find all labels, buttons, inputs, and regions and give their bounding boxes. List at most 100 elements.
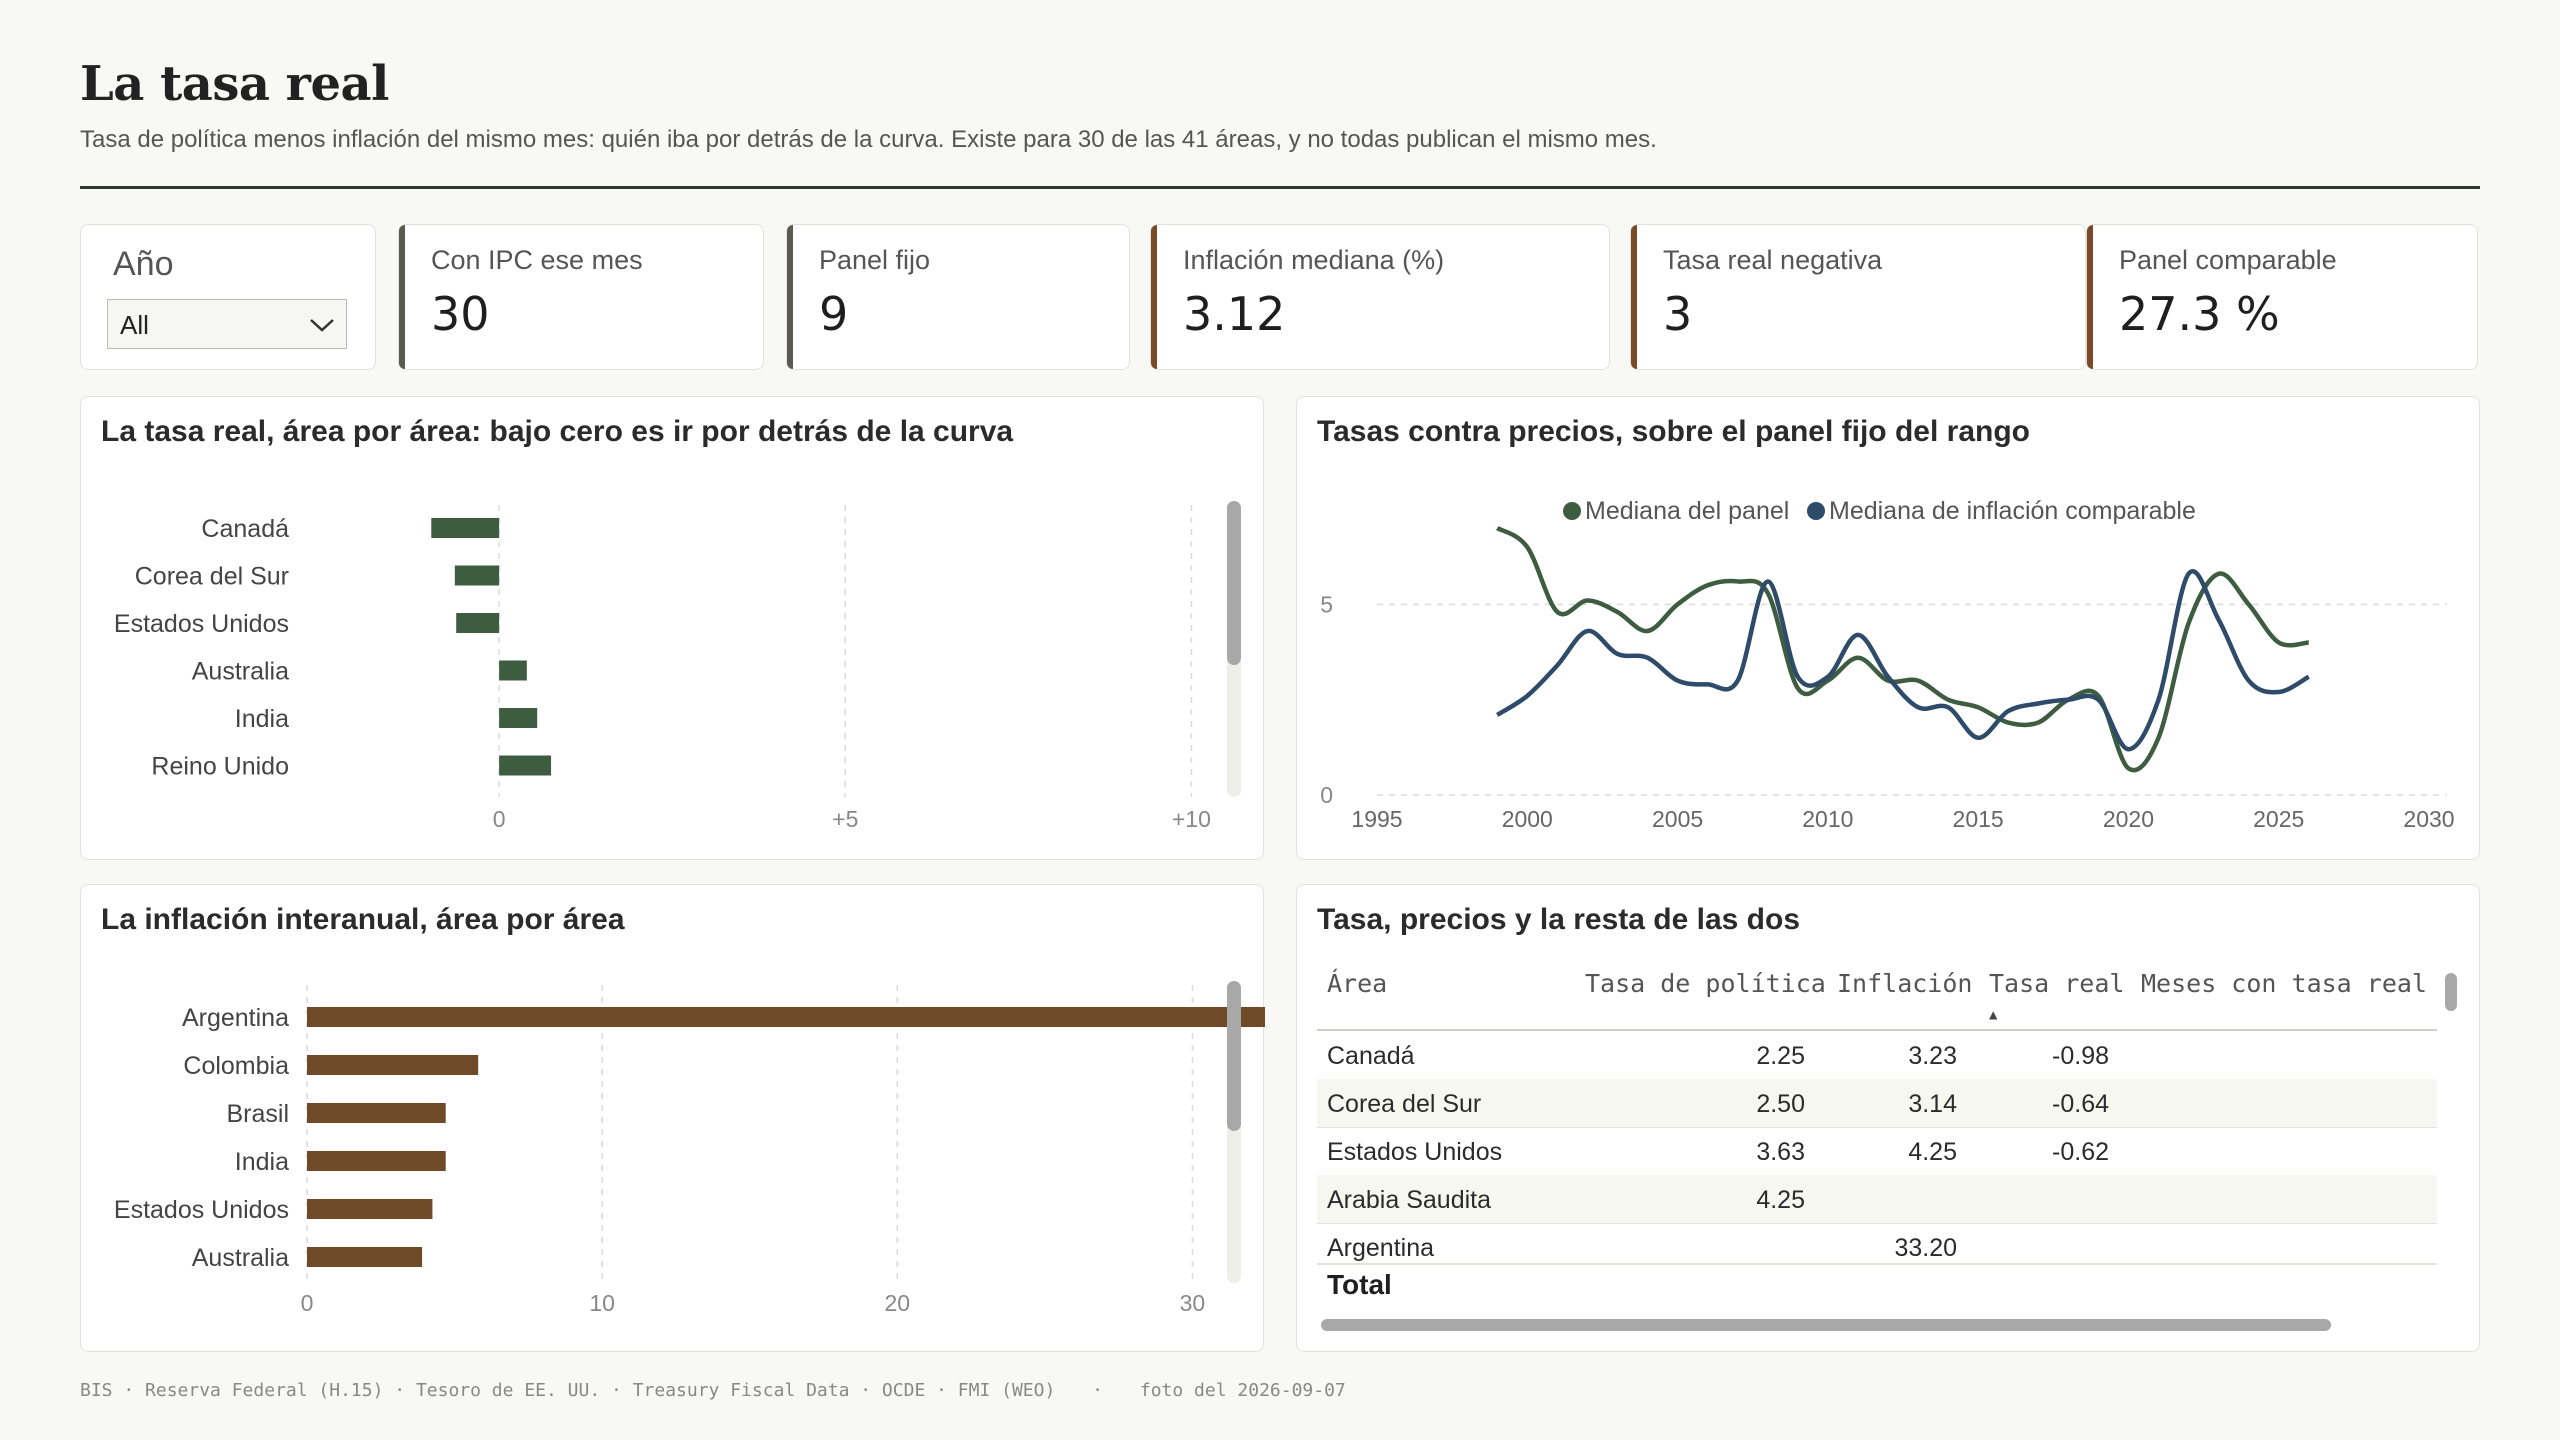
x-tick-label: 2000 <box>1502 806 1553 832</box>
kpi-accent <box>1631 225 1637 369</box>
series-line <box>1496 526 2310 773</box>
rates-vs-prices-chart: 0 5 1995 2000 2005 2010 2015 2020 2025 2030 Median… <box>1320 497 2454 832</box>
x-tick-label: 30 <box>1180 1290 1206 1316</box>
bar <box>307 1103 446 1123</box>
legend-label: Mediana de inflación comparable <box>1829 497 2196 525</box>
kpi-accent <box>2087 225 2093 369</box>
x-tick-label: 20 <box>884 1290 910 1316</box>
table-row[interactable]: Arabia Saudita 4.25 <box>1317 1175 2437 1224</box>
year-filter-card: Año All <box>80 224 376 370</box>
scrollbar-thumb[interactable] <box>1227 501 1241 665</box>
rates-table-panel: Tasa, precios y la resta de las dos Área… <box>1296 884 2480 1352</box>
cell-area: Estados Unidos <box>1327 1138 1503 1166</box>
kpi-accent <box>399 225 405 369</box>
kpi-label: Panel comparable <box>2119 245 2337 275</box>
category-label: Australia <box>192 658 289 686</box>
sort-ascending-icon: ▲ <box>1989 1007 1998 1023</box>
category-label: Estados Unidos <box>114 1196 289 1224</box>
cell-area: Canadá <box>1327 1042 1415 1070</box>
bar <box>499 755 552 776</box>
cell-policy-rate: 3.63 <box>1756 1138 1805 1166</box>
header-divider <box>80 186 2480 189</box>
cell-inflation: 33.20 <box>1894 1234 1957 1262</box>
kpi-label: Con IPC ese mes <box>431 245 643 275</box>
table-row[interactable]: Corea del Sur 2.50 3.14 -0.64 <box>1317 1079 2437 1128</box>
kpi-card-median-inflation: Inflación mediana (%) 3.12 <box>1150 224 1610 370</box>
cell-inflation: 4.25 <box>1908 1138 1957 1166</box>
bar <box>307 1055 479 1075</box>
bar <box>307 1151 446 1171</box>
x-tick-label: 1995 <box>1351 806 1402 832</box>
cell-inflation: 3.23 <box>1908 1042 1957 1070</box>
kpi-label: Inflación mediana (%) <box>1183 245 1445 275</box>
kpi-card-fixed-panel: Panel fijo 9 <box>786 224 1130 370</box>
year-select[interactable]: All <box>107 299 347 349</box>
x-tick-label: 2010 <box>1802 806 1853 832</box>
table-row[interactable]: Estados Unidos 3.63 4.25 -0.62 <box>1317 1127 2437 1176</box>
category-label: Colombia <box>183 1052 289 1080</box>
scrollbar-thumb[interactable] <box>1227 981 1241 1131</box>
footer-sources: BIS · Reserva Federal (H.15) · Tesoro de… <box>80 1380 1056 1401</box>
cell-inflation: 3.14 <box>1908 1090 1957 1118</box>
bar <box>454 565 500 586</box>
real-rate-chart: 0 +5 +10 Canadá Corea del Sur Estados Unidos A… <box>114 501 1241 832</box>
panel-title: Tasas contra precios, sobre el panel fij… <box>1317 415 2030 448</box>
bar <box>499 708 538 728</box>
x-tick-label: 0 <box>493 806 506 832</box>
column-header-inflation[interactable]: Inflación <box>1837 969 1973 998</box>
column-header-negative-months[interactable]: Meses con tasa real n <box>2141 969 2425 998</box>
bar <box>499 660 527 681</box>
legend-marker <box>1807 502 1825 520</box>
table-row[interactable]: Canadá 2.25 3.23 -0.98 <box>1317 1031 2437 1080</box>
bar <box>307 1199 433 1219</box>
kpi-value: 3.12 <box>1183 287 1286 341</box>
category-label: Argentina <box>182 1004 289 1032</box>
x-tick-label: 2005 <box>1652 806 1703 832</box>
cell-area: Argentina <box>1327 1234 1435 1262</box>
panel-title: La tasa real, área por área: bajo cero e… <box>101 415 1014 448</box>
page-title: La tasa real <box>80 56 389 112</box>
kpi-accent <box>1151 225 1157 369</box>
y-tick-label: 5 <box>1320 591 1333 617</box>
table-header-divider <box>1317 1029 2437 1031</box>
kpi-value: 30 <box>431 287 490 341</box>
kpi-card-cpi: Con IPC ese mes 30 <box>398 224 764 370</box>
year-select-value: All <box>120 310 149 340</box>
rates-vs-prices-panel: Tasas contra precios, sobre el panel fij… <box>1296 396 2480 860</box>
table-horizontal-scrollbar[interactable] <box>1321 1319 2331 1331</box>
inflation-chart: 0 10 20 30 Argentina Colombia Brasil India Estad… <box>114 981 1265 1316</box>
category-label: India <box>235 1148 289 1176</box>
bar <box>307 1007 1265 1027</box>
kpi-label: Tasa real negativa <box>1663 245 1883 275</box>
category-label: Reino Unido <box>151 753 289 781</box>
inflation-panel: La inflación interanual, área por área 0… <box>80 884 1265 1352</box>
x-tick-label: 10 <box>589 1290 615 1316</box>
category-label: India <box>235 705 289 733</box>
cell-policy-rate: 2.50 <box>1756 1090 1805 1118</box>
legend-label: Mediana del panel <box>1585 497 1789 525</box>
category-label: Brasil <box>226 1100 289 1128</box>
chevron-down-icon <box>310 319 334 332</box>
table-row[interactable]: Argentina 33.20 <box>1317 1223 2437 1265</box>
x-tick-label: 0 <box>301 1290 314 1316</box>
kpi-value: 27.3 % <box>2119 287 2280 341</box>
page-subtitle: Tasa de política menos inflación del mis… <box>80 126 1657 153</box>
x-tick-label: 2015 <box>1953 806 2004 832</box>
x-tick-label: 2030 <box>2403 806 2454 832</box>
category-label: Australia <box>192 1244 289 1272</box>
column-header-area[interactable]: Área <box>1327 969 1388 998</box>
column-header-real-rate[interactable]: Tasa real ▲ <box>1989 969 2124 1029</box>
panel-title: Tasa, precios y la resta de las dos <box>1317 903 1801 936</box>
kpi-value: 9 <box>819 287 849 341</box>
footer-separator: · <box>1092 1380 1104 1401</box>
kpi-value: 3 <box>1663 287 1693 341</box>
kpi-label: Panel fijo <box>819 245 931 275</box>
column-header-policy-rate[interactable]: Tasa de política <box>1585 969 1826 998</box>
cell-real-rate: -0.64 <box>2052 1090 2109 1118</box>
x-tick-label: +10 <box>1172 806 1211 832</box>
table-vertical-scrollbar[interactable] <box>2445 973 2457 1011</box>
x-tick-label: 2025 <box>2253 806 2304 832</box>
legend-marker <box>1563 502 1581 520</box>
category-label: Canadá <box>201 515 289 543</box>
x-tick-label: +5 <box>832 806 858 832</box>
